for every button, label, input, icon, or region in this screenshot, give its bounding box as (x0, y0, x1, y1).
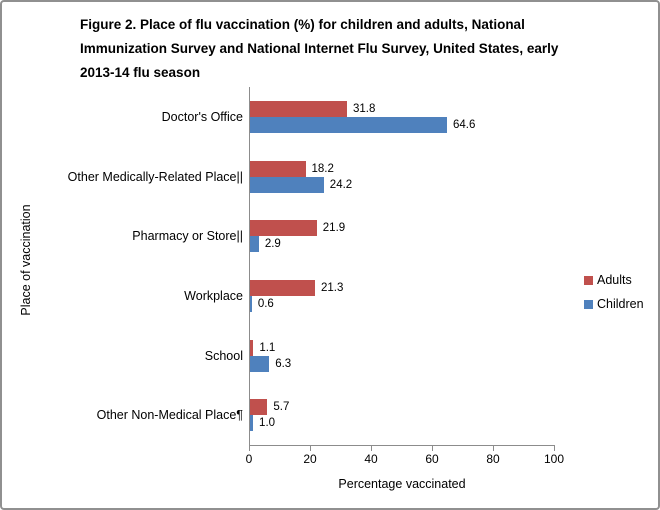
value-label: 0.6 (257, 297, 274, 310)
legend-item-adults: Adults (584, 268, 644, 292)
value-label: 2.9 (264, 238, 281, 251)
category-label: Pharmacy or Store|| (132, 229, 243, 244)
x-axis-tick (310, 446, 311, 451)
x-tick-label: 0 (245, 452, 253, 466)
legend-label: Children (597, 297, 644, 311)
category-label: Doctor's Office (161, 109, 243, 124)
x-tick-label: 20 (303, 452, 317, 466)
bar-adults (250, 339, 254, 356)
legend: Adults Children (584, 268, 644, 316)
chart-title-line-2: Immunization Survey and National Interne… (80, 41, 559, 56)
value-label: 31.8 (352, 102, 376, 115)
bar-adults (250, 399, 268, 416)
category-label: Other Medically-Related Place|| (67, 169, 243, 184)
x-tick-label: 100 (543, 452, 565, 466)
x-tick-label: 80 (486, 452, 500, 466)
bar-children (250, 295, 252, 312)
bar-adults (250, 279, 315, 296)
category-label: School (204, 348, 243, 363)
chart-title: Figure 2. Place of flu vaccination (%) f… (80, 13, 558, 85)
chart-title-line-1: Figure 2. Place of flu vaccination (%) f… (80, 17, 525, 32)
bar-adults (250, 100, 347, 117)
x-axis-tick (371, 446, 372, 451)
x-axis-tick (432, 446, 433, 451)
x-axis-tick (554, 446, 555, 451)
category-label: Other Non-Medical Place¶ (96, 408, 243, 423)
legend-swatch-children (584, 299, 593, 309)
x-axis-title: Percentage vaccinated (338, 477, 466, 491)
legend-label: Adults (597, 273, 632, 287)
bar-children (250, 116, 448, 133)
value-label: 21.9 (322, 222, 346, 235)
category-label: Workplace (184, 288, 243, 303)
value-label: 5.7 (273, 401, 290, 414)
x-axis-tick (249, 446, 250, 451)
bar-adults (250, 160, 306, 177)
value-label: 1.0 (259, 417, 276, 430)
bar-children (250, 355, 270, 372)
value-label: 18.2 (311, 162, 334, 175)
x-axis-line (249, 445, 555, 446)
legend-swatch-adults (584, 275, 593, 285)
value-label: 64.6 (453, 118, 476, 131)
x-tick-label: 60 (425, 452, 439, 466)
bar-children (250, 176, 324, 193)
y-axis-line (249, 87, 250, 445)
x-axis-tick (493, 446, 494, 451)
x-tick-label: 40 (364, 452, 378, 466)
chart-title-line-3: 2013-14 flu season (80, 65, 201, 80)
bar-children (250, 415, 254, 432)
bar-adults (250, 220, 317, 237)
bar-children (250, 236, 259, 253)
value-label: 6.3 (275, 357, 292, 370)
value-label: 21.3 (320, 281, 344, 294)
value-label: 24.2 (329, 178, 353, 191)
value-label: 1.1 (259, 341, 276, 354)
legend-item-children: Children (584, 292, 644, 316)
